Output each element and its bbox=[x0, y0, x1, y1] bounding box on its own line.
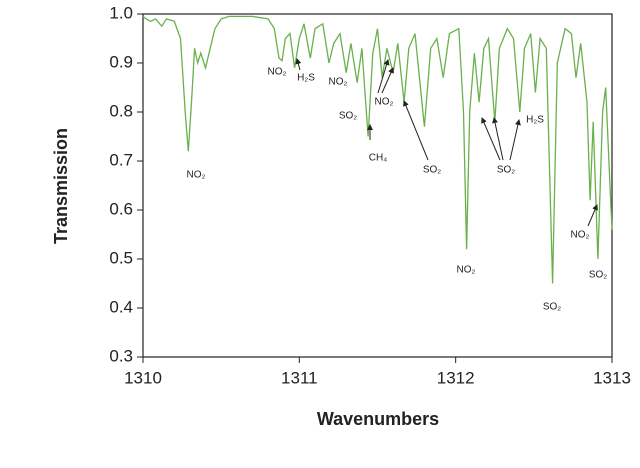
y-tick-label: 0.3 bbox=[109, 346, 133, 365]
annotation: NO₂ bbox=[571, 230, 590, 241]
annotation: H₂S bbox=[526, 115, 544, 126]
annotation-arrow bbox=[509, 119, 521, 161]
y-tick-label: 0.4 bbox=[109, 297, 133, 316]
annotation-arrow bbox=[587, 204, 598, 227]
y-tick-label: 0.9 bbox=[109, 52, 133, 71]
annotation-arrow bbox=[381, 67, 394, 94]
annotation: NO₂ bbox=[375, 97, 394, 108]
annotation-arrow bbox=[481, 117, 501, 161]
annotation: SO₂ bbox=[589, 270, 607, 281]
spectrum-line bbox=[142, 15, 613, 284]
y-tick-label: 0.7 bbox=[109, 150, 133, 169]
annotation: SO₂ bbox=[423, 165, 441, 176]
annotation-arrow bbox=[377, 59, 390, 94]
plot-frame bbox=[142, 13, 613, 358]
annotation-arrow bbox=[295, 58, 302, 71]
y-tick-label: 0.6 bbox=[109, 199, 133, 218]
annotation: NO₂ bbox=[457, 265, 476, 276]
y-tick-label: 0.5 bbox=[109, 248, 133, 267]
annotation: SO₂ bbox=[339, 111, 357, 122]
y-tick-label: 1.0 bbox=[109, 3, 133, 22]
annotation-arrow bbox=[492, 117, 504, 161]
annotation: SO₂ bbox=[497, 165, 515, 176]
y-axis-label: Transmission bbox=[51, 128, 71, 244]
y-tick-label: 0.8 bbox=[109, 101, 133, 120]
x-axis-label: Wavenumbers bbox=[317, 409, 439, 429]
annotation: CH₄ bbox=[369, 153, 388, 164]
x-tick-label: 1313 bbox=[593, 368, 631, 387]
x-tick-label: 1312 bbox=[437, 368, 475, 387]
x-tick-label: 1310 bbox=[124, 368, 162, 387]
annotation: NO₂ bbox=[329, 77, 348, 88]
annotation: NO₂ bbox=[187, 170, 206, 181]
annotation: NO₂ bbox=[268, 67, 287, 78]
annotation: SO₂ bbox=[543, 302, 561, 313]
x-tick-label: 1311 bbox=[281, 368, 318, 387]
annotation: H₂S bbox=[297, 73, 315, 84]
annotation-arrow bbox=[403, 100, 429, 161]
